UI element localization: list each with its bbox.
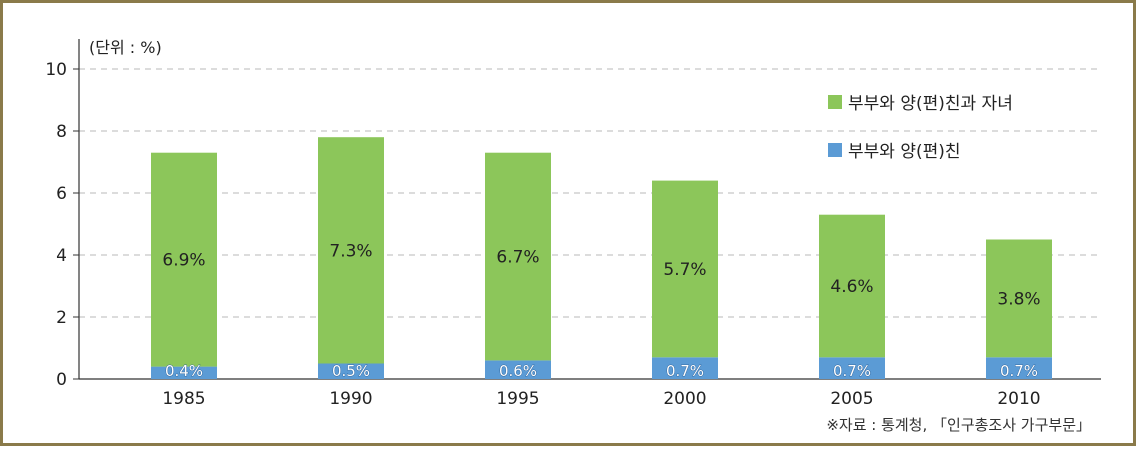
source-note: ※자료 : 통계청, 「인구총조사 가구부문」	[826, 416, 1091, 434]
bar-segment-parent-only	[652, 357, 718, 379]
data-label-parent-with-children: 4.6%	[830, 277, 873, 297]
data-label-parent-with-children: 6.7%	[496, 248, 539, 268]
bar-segment-parent-with-children	[652, 180, 718, 358]
bar-segment-parent-with-children	[819, 214, 885, 358]
legend-label: 부부와 양(편)친	[848, 142, 961, 162]
data-label-parent-only: 0.5%	[332, 362, 370, 380]
x-tick-label: 1995	[496, 389, 539, 409]
data-labels: 6.9% 0.4% 7.3% 0.5% 6.7% 0.6% 5.7% 0.7% 4.6% 0.7%…	[162, 241, 1040, 380]
y-tick-label: 4	[56, 246, 67, 266]
bar-segment-parent-with-children	[986, 239, 1052, 358]
bar-segment-parent-with-children	[318, 137, 384, 364]
bar-segment-parent-with-children	[485, 152, 551, 361]
bar-segment-parent-only	[986, 357, 1052, 379]
x-tick-label: 2000	[663, 389, 706, 409]
axes: 0 2 4 6 8 10 1985 1990 1995 2000 2005 2010	[45, 39, 1101, 409]
y-tick-label: 2	[56, 308, 67, 328]
legend-label: 부부와 양(편)친과 자녀	[848, 94, 1013, 114]
y-tick-label: 10	[45, 60, 67, 80]
x-tick-label: 2010	[997, 389, 1040, 409]
y-tick-label: 0	[56, 370, 67, 390]
bar-segment-parent-only	[151, 366, 217, 379]
data-label-parent-only: 0.7%	[1000, 362, 1038, 380]
bar-segment-parent-only	[819, 357, 885, 379]
data-label-parent-with-children: 3.8%	[997, 289, 1040, 309]
data-label-parent-only: 0.7%	[833, 362, 871, 380]
bar-segment-parent-only	[318, 363, 384, 379]
bar-segment-parent-only	[485, 360, 551, 379]
x-tick-label: 1985	[162, 389, 205, 409]
unit-label: (단위 : %)	[89, 38, 162, 57]
y-tick-label: 6	[56, 184, 67, 204]
gridlines	[79, 68, 1101, 318]
x-tick-label: 1990	[329, 389, 372, 409]
x-tick-label: 2005	[830, 389, 873, 409]
data-label-parent-with-children: 5.7%	[663, 260, 706, 280]
data-label-parent-only: 0.4%	[165, 362, 203, 380]
stacked-bar-chart: 0 2 4 6 8 10 1985 1990 1995 2000 2005 2010 6.9% 0.4%…	[45, 38, 1101, 434]
data-label-parent-with-children: 6.9%	[162, 251, 205, 271]
legend-swatch	[828, 143, 842, 157]
data-label-parent-only: 0.6%	[499, 362, 537, 380]
bars	[151, 137, 1052, 379]
data-label-parent-only: 0.7%	[666, 362, 704, 380]
data-label-parent-with-children: 7.3%	[329, 241, 372, 261]
bar-segment-parent-with-children	[151, 152, 217, 367]
legend-swatch	[828, 95, 842, 109]
y-tick-label: 8	[56, 122, 67, 142]
